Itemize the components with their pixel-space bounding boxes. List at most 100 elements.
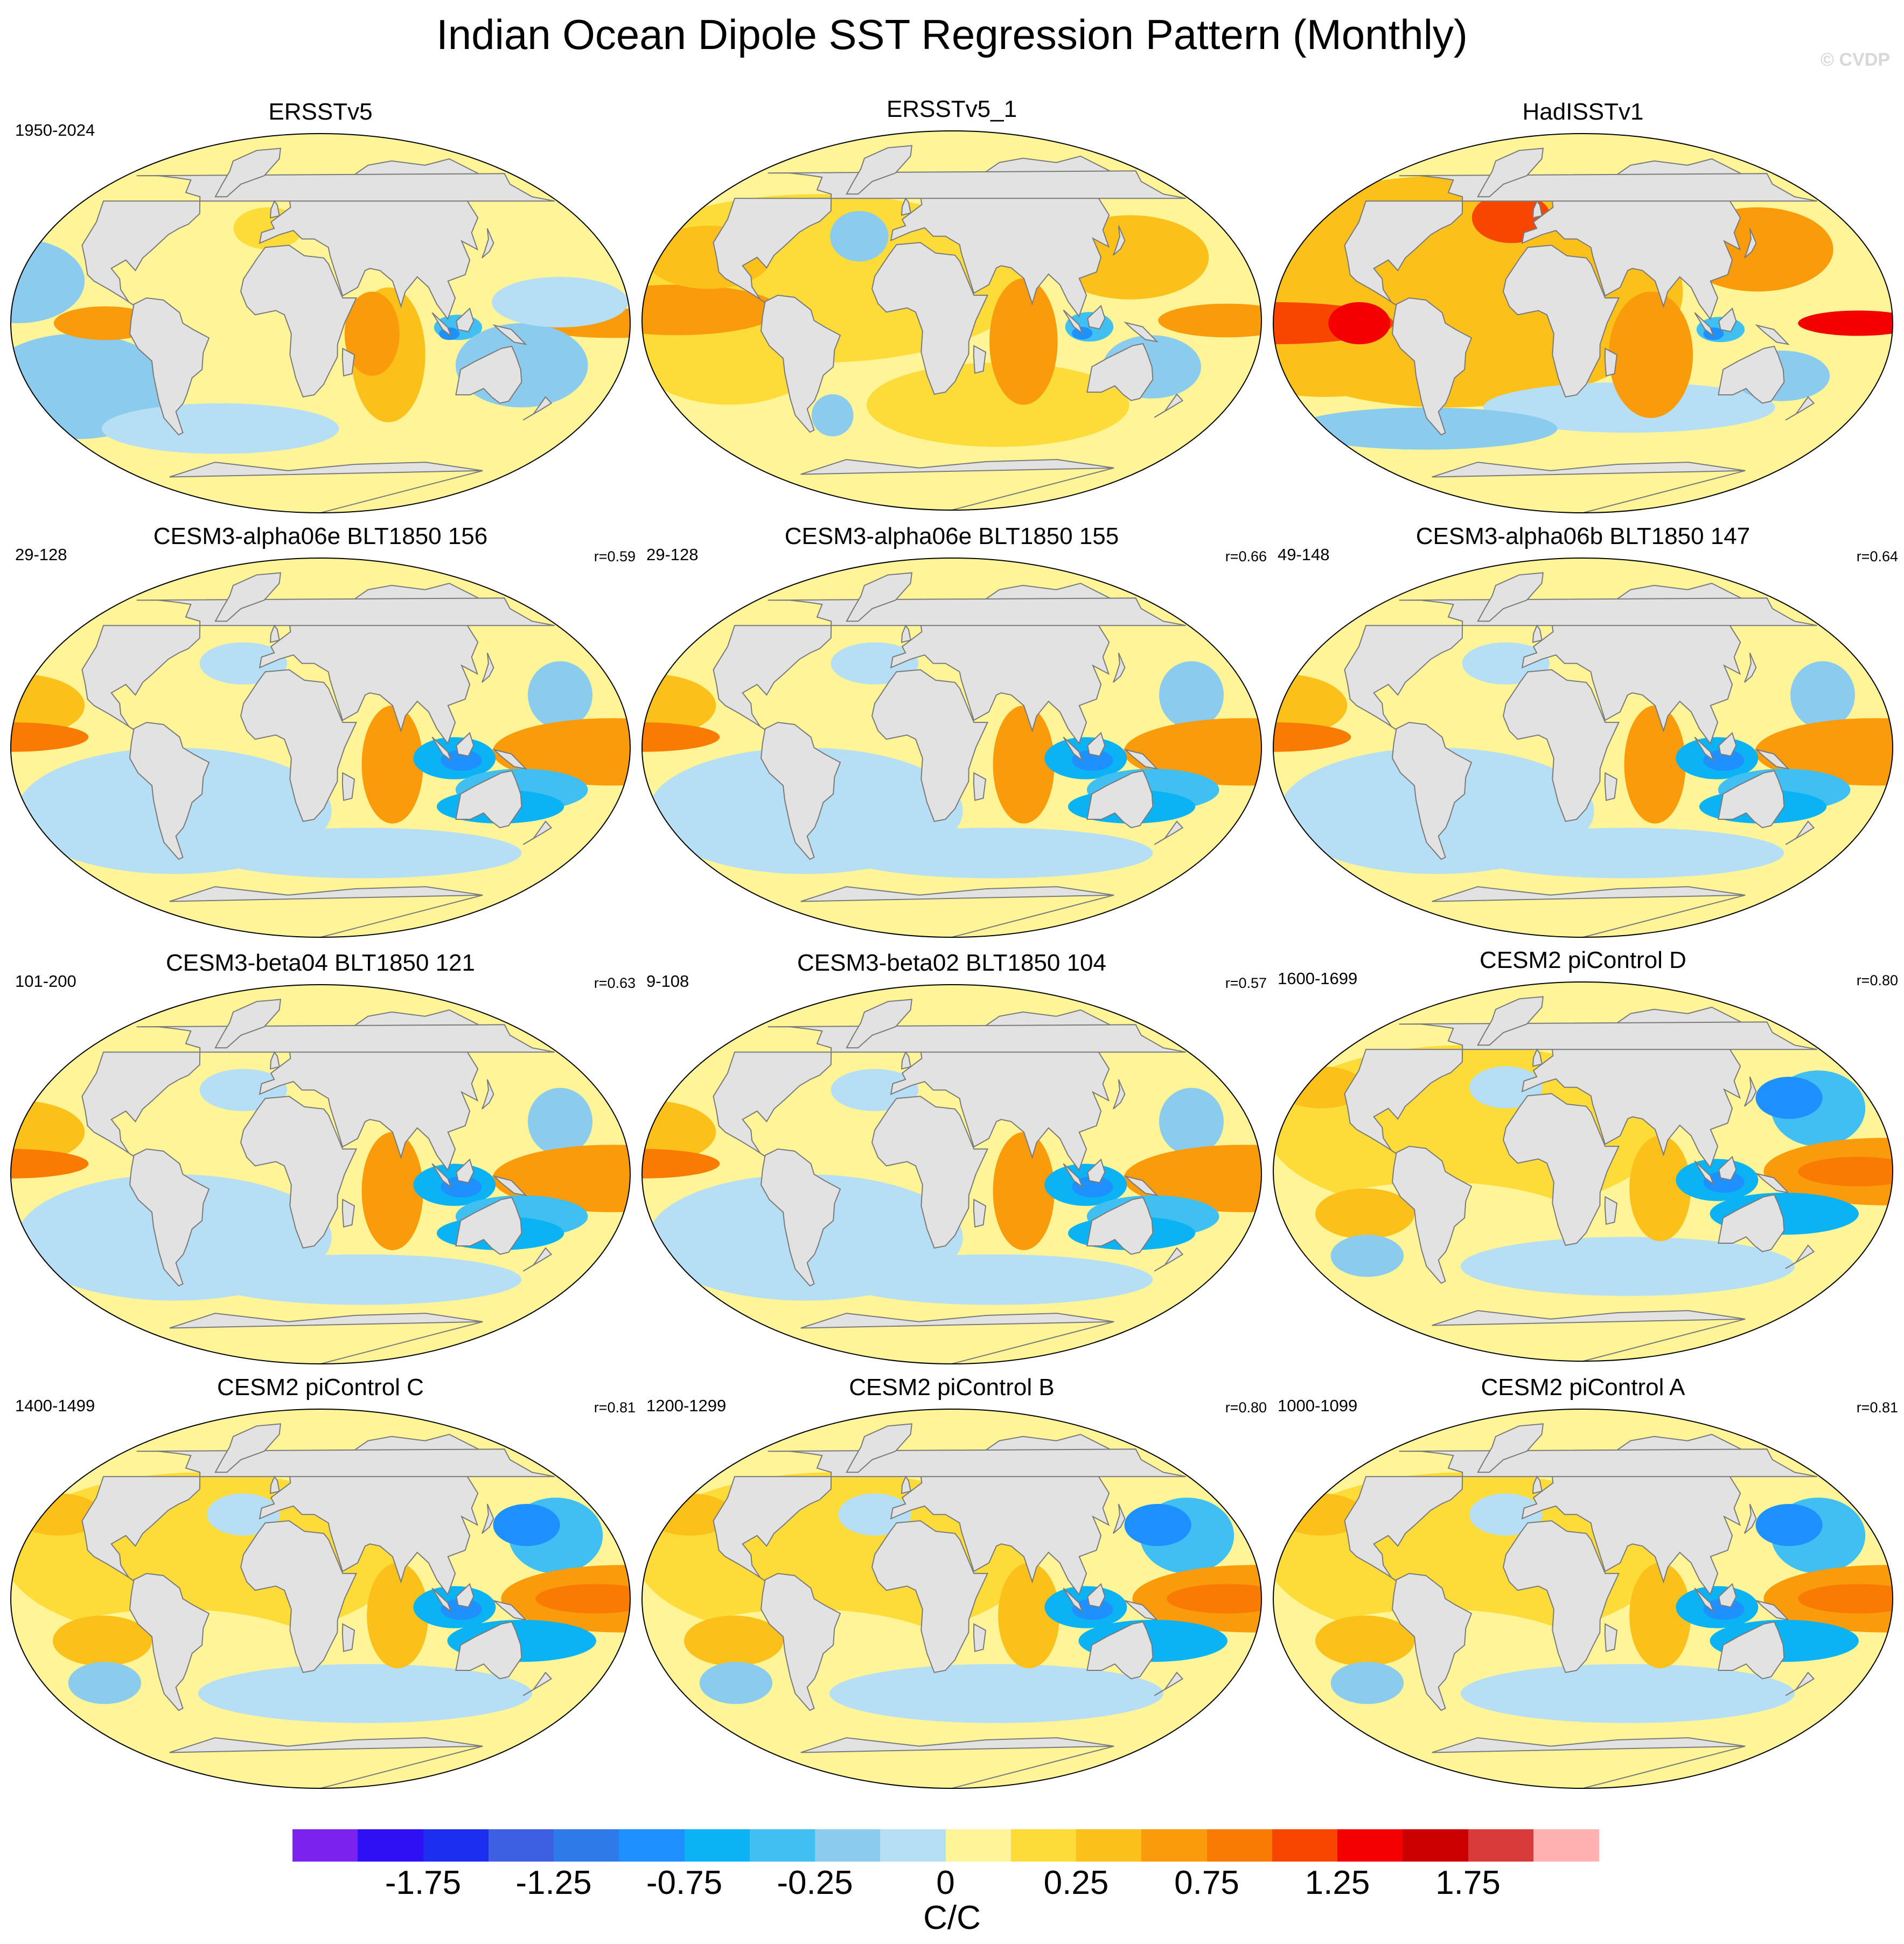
world-map <box>641 1409 1262 1789</box>
sst-anomaly-region <box>1755 1077 1823 1119</box>
landmass-borneo <box>1087 1158 1106 1183</box>
landmass-namerica <box>1344 173 1817 307</box>
map-outline <box>10 1409 631 1789</box>
colorbar-swatch <box>423 1829 489 1862</box>
landmass-sumatra <box>1063 1587 1084 1613</box>
landmass-samerica <box>760 295 841 433</box>
landmass-sumatra <box>1694 1587 1715 1613</box>
map-panel-cesm2-picontrol-d: CESM2 piControl D 1600-1699 r=0.80 <box>1268 945 1898 1371</box>
landmass-africa <box>240 1520 358 1674</box>
sst-anomaly-region <box>836 827 1153 879</box>
sst-anomaly-region <box>528 1088 592 1155</box>
landmass-africa <box>240 669 358 823</box>
world-map <box>1273 133 1893 513</box>
map-panel-cesm3-beta02-104: CESM3-beta02 BLT1850 104 9-108 r=0.57 <box>637 948 1267 1374</box>
landmass-antarctica <box>800 459 1114 510</box>
sst-anomaly-region <box>101 403 339 454</box>
landmass-nz <box>1785 396 1815 421</box>
panel-title: ERSSTv5_1 <box>886 96 1017 122</box>
map-panel-cesm2-picontrol-c: CESM2 piControl C 1400-1499 r=0.81 <box>5 1372 636 1798</box>
colorbar-tick-label: -0.75 <box>646 1864 723 1901</box>
landmass-sumatra <box>1694 1160 1715 1186</box>
panel-years: 1200-1299 <box>646 1396 727 1415</box>
landmass-antarctica <box>169 1737 483 1788</box>
landmass-africa <box>1502 1520 1620 1674</box>
map-panel-cesm3-alpha06b-147: CESM3-alpha06b BLT1850 147 49-148 r=0.64 <box>1268 521 1898 947</box>
panel-title: CESM2 piControl B <box>849 1374 1055 1400</box>
sst-anomaly-region <box>642 284 780 336</box>
landmass-australia <box>1086 1621 1154 1680</box>
sst-anomaly-region <box>1469 1493 1543 1536</box>
landmass-greenland <box>1477 148 1544 198</box>
landmass-samerica <box>129 1573 210 1711</box>
landmass-greenland <box>1477 1423 1544 1473</box>
map-panel-cesm2-picontrol-b: CESM2 piControl B 1200-1299 r=0.80 <box>637 1372 1267 1798</box>
landmass-antarctica <box>1432 1310 1746 1361</box>
landmass-antarctica <box>169 886 483 937</box>
landmass-madagascar <box>1604 1623 1618 1653</box>
sst-anomaly-region <box>1124 718 1261 786</box>
landmass-australia <box>1718 1194 1785 1252</box>
colorbar-swatch <box>488 1829 554 1862</box>
landmass-madagascar <box>341 772 355 802</box>
landmass-namerica <box>1344 1021 1817 1155</box>
map-outline <box>1273 1409 1893 1789</box>
panel-title: CESM3-alpha06b BLT1850 147 <box>1415 523 1750 549</box>
landmass-africa <box>1502 245 1620 398</box>
landmass-sumatra <box>431 312 452 338</box>
panel-title: CESM3-alpha06e BLT1850 156 <box>153 523 488 549</box>
landmass-uk <box>269 1475 280 1494</box>
sst-anomaly-region <box>1328 302 1391 345</box>
map-panel-cesm3-beta04-121: CESM3-beta04 BLT1850 121 101-200 r=0.63 <box>5 948 636 1374</box>
landmass-madagascar <box>973 345 987 374</box>
landmass-newguinea <box>1124 1600 1159 1621</box>
panel-correlation: r=0.57 <box>1225 975 1267 991</box>
map-outline <box>1273 981 1893 1362</box>
landmass-madagascar <box>1604 1196 1618 1225</box>
landmass-samerica <box>129 297 210 436</box>
landmass-australia <box>1718 1621 1785 1680</box>
landmass-antarctica <box>800 1737 1114 1788</box>
sst-anomaly-region <box>699 1662 773 1704</box>
sst-anomaly-region <box>1798 1156 1893 1187</box>
landmass-antarctica <box>800 886 1114 937</box>
sst-anomaly-region <box>811 394 854 437</box>
sst-anomaly-region <box>829 1664 1164 1723</box>
landmass-borneo <box>1718 307 1737 332</box>
map-outline <box>641 984 1262 1364</box>
landmass-samerica <box>129 1148 210 1287</box>
sst-anomaly-region <box>1624 705 1686 824</box>
sst-anomaly-region <box>1703 1599 1745 1620</box>
landmass-nz <box>522 396 553 421</box>
landmass-samerica <box>1391 1573 1473 1711</box>
sst-anomaly-region <box>830 211 889 262</box>
landmass-nz <box>522 1671 553 1696</box>
map-outline <box>641 558 1262 938</box>
landmass-borneo <box>1718 731 1737 757</box>
landmass-uk <box>1532 200 1543 219</box>
sst-anomaly-region <box>1703 1172 1745 1193</box>
landmass-newguinea <box>1755 1173 1790 1194</box>
landmass-antarctica <box>1432 1737 1746 1788</box>
sst-anomaly-region <box>1124 1504 1191 1546</box>
sst-anomaly-region <box>1159 1088 1224 1155</box>
landmass-japan <box>481 228 494 259</box>
sst-anomaly-region <box>528 661 592 729</box>
sst-anomaly-region <box>1755 1504 1823 1546</box>
map-outline <box>641 130 1262 511</box>
sst-anomaly-region <box>1072 749 1113 771</box>
landmass-sumatra <box>431 1163 452 1189</box>
sst-anomaly-region <box>1167 1584 1261 1614</box>
landmass-samerica <box>760 722 841 860</box>
landmass-madagascar <box>973 1199 987 1228</box>
map-panel-cesm3-alpha06e-156: CESM3-alpha06e BLT1850 156 29-128 r=0.59 <box>5 521 636 947</box>
sst-anomaly-region <box>492 277 628 328</box>
sst-anomaly-region <box>68 1662 142 1704</box>
landmass-japan <box>1743 1076 1757 1107</box>
landmass-africa <box>871 1096 989 1249</box>
colorbar-tick-label: -1.25 <box>515 1864 592 1901</box>
landmass-borneo <box>456 1158 475 1183</box>
sst-anomaly-region <box>1460 1237 1795 1296</box>
landmass-nz <box>1154 1247 1184 1272</box>
landmass-newguinea <box>492 1175 527 1196</box>
